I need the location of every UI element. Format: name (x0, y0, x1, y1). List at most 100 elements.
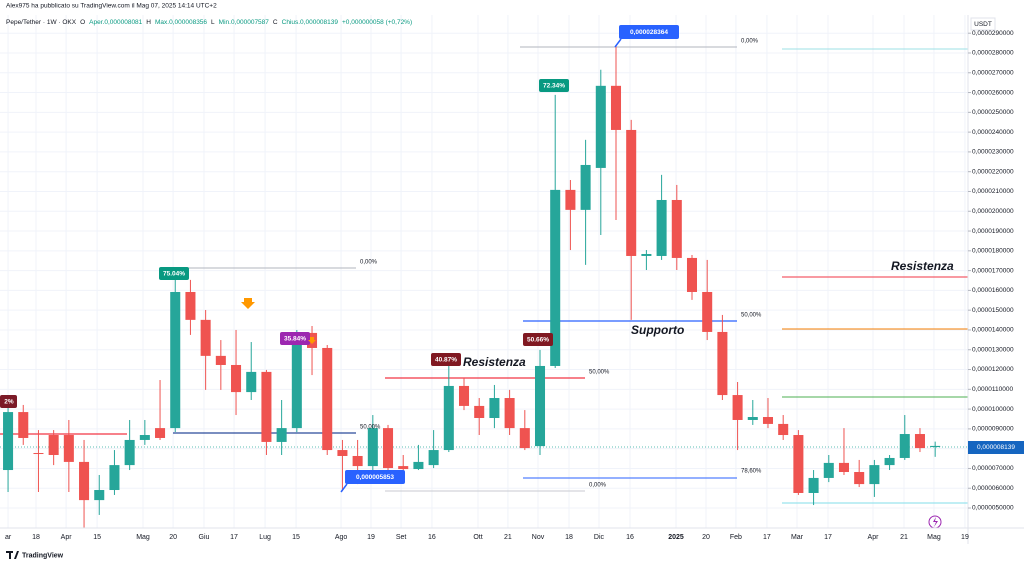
x-tick-label: Dic (594, 534, 605, 541)
change-label: 35.84% (284, 336, 306, 343)
candle-body (155, 428, 166, 438)
y-tick-label: 0,0000110000 (972, 386, 1013, 393)
price-label: 0,000005853 (356, 474, 394, 481)
current-price-box (968, 441, 1024, 454)
candle-body (626, 129, 637, 256)
level-label: 50,00% (741, 313, 762, 319)
label-box (159, 267, 189, 280)
candle-body (854, 472, 865, 485)
label-box (523, 333, 553, 346)
legend-value: Chius.0,000008139 (282, 19, 339, 26)
x-tick-label: 18 (32, 534, 40, 541)
change-label: 2% (4, 399, 14, 406)
level-label: 0,00% (360, 260, 378, 266)
candle-body (884, 457, 895, 466)
change-label: 40.87% (435, 357, 457, 364)
y-tick-label: 0,0000160000 (972, 287, 1014, 294)
x-tick-label: Mag (927, 534, 941, 541)
x-tick-label: 21 (900, 534, 908, 541)
candle-body (18, 412, 29, 438)
level-label: 0,00% (589, 483, 607, 489)
legend-key: C (273, 19, 278, 26)
candle-body (489, 398, 500, 419)
candle-body (519, 428, 530, 449)
candle-body (322, 347, 333, 451)
y-tick-label: 0,0000050000 (972, 505, 1014, 512)
y-tick-label: 0,0000270000 (972, 69, 1014, 76)
y-tick-label: 0,0000290000 (972, 30, 1014, 37)
candle-body (550, 189, 561, 366)
y-tick-label: 0,0000260000 (972, 89, 1014, 96)
candle-body (413, 461, 424, 470)
x-tick-label: Ago (335, 534, 348, 541)
candle-body (793, 435, 804, 493)
current-price-label: 0,000008139 (977, 444, 1015, 451)
level-label: 50,00% (589, 370, 610, 376)
candle-body (291, 332, 302, 429)
label-box (0, 395, 17, 408)
y-tick-label: 0,0000070000 (972, 465, 1014, 472)
y-tick-label: 0,0000120000 (972, 366, 1014, 373)
x-tick-label: ar (5, 534, 12, 541)
brand: TradingView (22, 552, 64, 559)
candle-body (717, 331, 728, 396)
candle-body (109, 465, 120, 491)
candle-body (94, 490, 105, 501)
candle-body (428, 450, 439, 466)
candle-body (276, 428, 287, 442)
candle-body (474, 405, 485, 419)
candle-body (686, 257, 698, 292)
x-tick-label: Ott (473, 534, 482, 541)
x-tick-label: 15 (292, 534, 300, 541)
currency-label: USDT (974, 21, 992, 28)
arrow (308, 337, 316, 344)
x-tick-label: 19 (961, 534, 969, 541)
x-tick-label: Mar (791, 534, 804, 541)
candle-body (534, 365, 546, 447)
header: Alex975 ha pubblicato su TradingView.com… (6, 3, 217, 10)
candle-body (79, 461, 90, 501)
y-tick-label: 0,0000210000 (972, 188, 1014, 195)
candle-body (231, 364, 242, 393)
candle-body (610, 85, 622, 130)
candle-body (838, 462, 849, 473)
candle-body (778, 423, 789, 436)
y-tick-label: 0,0000090000 (972, 426, 1014, 433)
symbol: Pepe/Tether · 1W · OKX (6, 19, 77, 26)
label-box (539, 79, 569, 92)
x-tick-label: Giu (199, 534, 210, 541)
candle-body (762, 417, 774, 424)
candle-body (565, 189, 576, 210)
candle-body (48, 435, 59, 455)
y-tick-label: 0,0000130000 (972, 346, 1014, 353)
y-tick-label: 0,0000250000 (972, 109, 1014, 116)
candle-body (656, 199, 667, 256)
candle-body (732, 395, 743, 420)
x-tick-label: Apr (868, 534, 880, 541)
candle-body (367, 428, 378, 467)
legend-value: Min.0,000007587 (219, 19, 270, 26)
y-tick-label: 0,0000180000 (972, 248, 1014, 255)
legend-key: L (211, 19, 215, 26)
pointer (340, 483, 348, 493)
y-tick-label: 0,0000240000 (972, 129, 1014, 136)
x-tick-label: 21 (504, 534, 512, 541)
candle-body (458, 385, 470, 406)
x-tick-label: 16 (626, 534, 634, 541)
x-tick-label: 18 (565, 534, 573, 541)
x-tick-label: Mag (136, 534, 150, 541)
candle-body (823, 462, 834, 478)
candle-body (3, 412, 14, 471)
y-tick-label: 0,0000140000 (972, 327, 1014, 334)
price-label: 0,000028364 (630, 29, 668, 36)
candle-body (899, 434, 910, 458)
candle-body (33, 453, 44, 455)
legend-key: H (146, 19, 151, 26)
label-box (280, 332, 310, 345)
legend-value: Aper.0,000008081 (89, 19, 143, 26)
y-tick-label: 0,0000230000 (972, 149, 1014, 156)
pointer (614, 38, 622, 48)
x-tick-label: Apr (61, 534, 73, 541)
